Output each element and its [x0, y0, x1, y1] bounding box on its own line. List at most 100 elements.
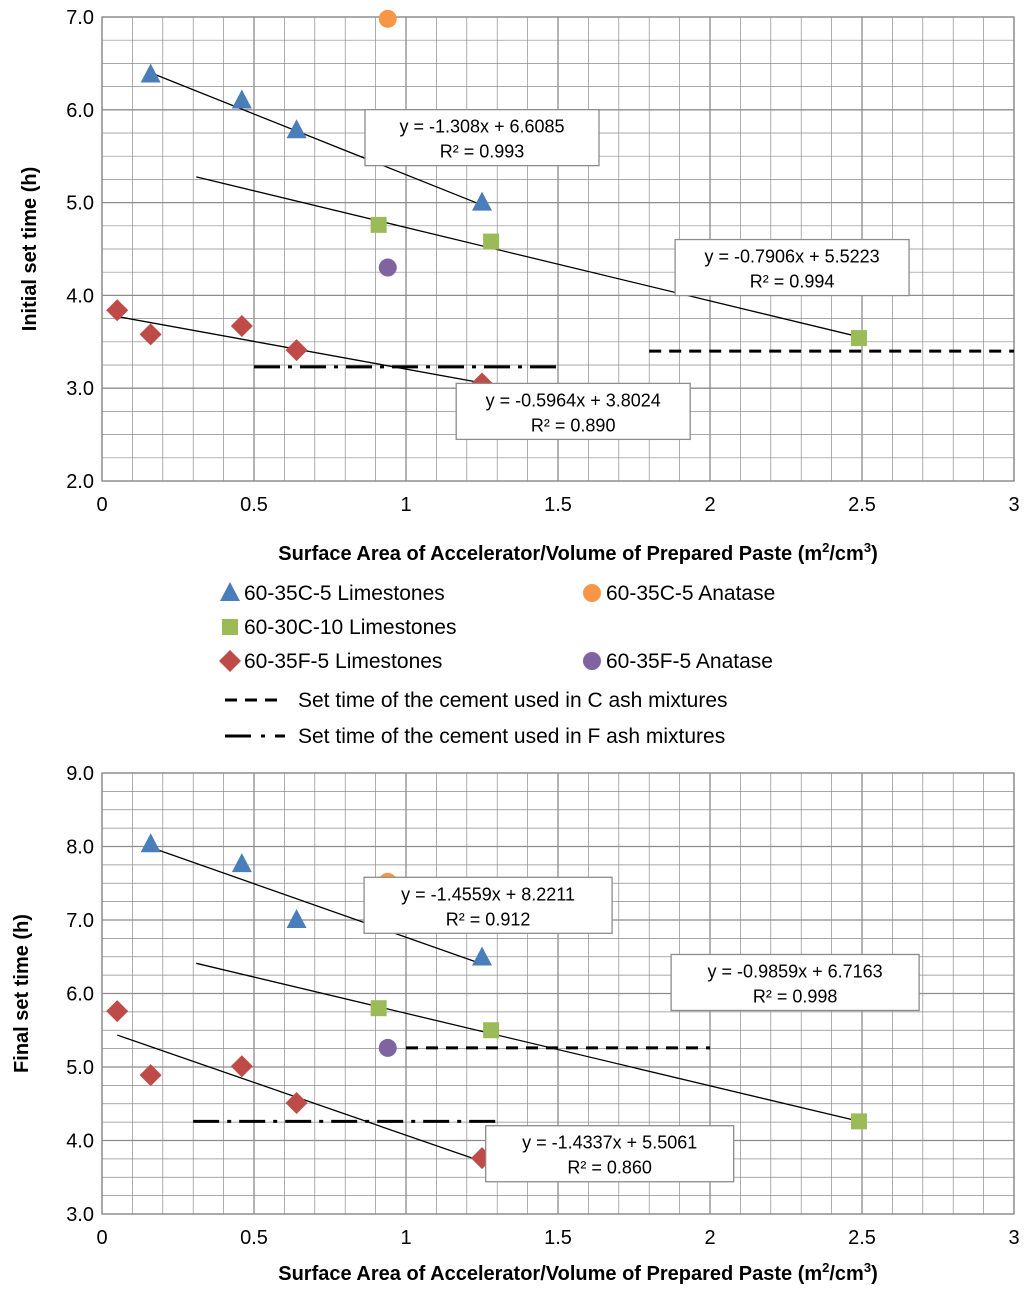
y-tick-label: 5.0 — [66, 1057, 94, 1079]
legend-label: Set time of the cement used in F ash mix… — [298, 725, 725, 748]
equation-box-frame — [363, 876, 613, 934]
x-tick-label: 2.5 — [848, 1227, 876, 1249]
data-point — [378, 1038, 397, 1057]
x-tick-label: 2 — [704, 494, 715, 516]
trendline-r2: R² = 0.890 — [531, 415, 616, 435]
trendline-equation-box: y = -0.5964x + 3.8024 R² = 0.890 — [455, 382, 691, 441]
data-point — [370, 216, 387, 233]
trendline-equation: y = -1.4337x + 5.5061 — [522, 1133, 697, 1153]
series-triangle — [140, 833, 492, 966]
trendline — [196, 176, 860, 338]
data-point — [230, 1055, 253, 1078]
x-axis-label-part: ) — [871, 543, 878, 565]
legend-marker — [222, 619, 238, 635]
y-tick-label: 3.0 — [66, 1204, 94, 1226]
equation-box-frame — [485, 1125, 735, 1183]
x-tick-label: 2.5 — [848, 494, 876, 516]
data-point — [140, 63, 161, 83]
series-circle — [378, 258, 397, 277]
legend-label: Set time of the cement used in C ash mix… — [298, 689, 728, 712]
data-point — [285, 1092, 308, 1115]
data-point — [140, 833, 161, 853]
trendline-equation: y = -0.7906x + 5.5223 — [705, 247, 880, 267]
x-tick-label: 1 — [400, 1227, 411, 1249]
legend-item: 60-30C-10 Limestones — [222, 616, 456, 639]
trendline-r2: R² = 0.993 — [440, 142, 525, 162]
data-point — [231, 89, 252, 109]
equation-box-frame — [364, 108, 600, 167]
trendline-r2: R² = 0.994 — [750, 272, 835, 292]
legend-label: 60-35F-5 Anatase — [606, 650, 773, 673]
equation-box-frame — [674, 238, 910, 297]
series-circle — [378, 9, 397, 28]
legend-label: 60-35C-5 Limestones — [244, 582, 445, 605]
y-tick-label: 7.0 — [66, 910, 94, 932]
trendline-equation-box: y = -1.4559x + 8.2211 R² = 0.912 — [363, 876, 613, 934]
data-point — [850, 1113, 867, 1130]
legend-item: Set time of the cement used in C ash mix… — [225, 689, 728, 712]
x-tick-label: 1 — [400, 494, 411, 516]
x-tick-label: 2 — [704, 1227, 715, 1249]
legend-item: 60-35F-5 Anatase — [583, 650, 773, 673]
legend-item: 60-35C-5 Anatase — [583, 582, 775, 605]
x-axis-label-part: 2 — [822, 1260, 829, 1275]
y-tick-label: 8.0 — [66, 837, 94, 859]
x-axis-label-part: /cm — [829, 1263, 863, 1285]
data-point — [230, 315, 253, 338]
initial-set-time-chart: 0 0.5 1 1.5 2 2.5 3 2.0 3.0 4.0 5.0 6.0 7.0 Surface A… — [19, 7, 1020, 565]
data-point — [139, 1064, 162, 1087]
data-point — [286, 119, 307, 139]
x-axis-label-part: 3 — [864, 1260, 871, 1275]
trendline-r2: R² = 0.912 — [446, 909, 531, 929]
legend-item: Set time of the cement used in F ash mix… — [225, 725, 725, 748]
legend-marker — [219, 650, 241, 672]
y-tick-label: 2.0 — [66, 471, 94, 493]
x-tick-label: 0.5 — [240, 494, 268, 516]
legend-marker — [583, 584, 601, 602]
x-axis-label-part: /cm — [829, 543, 863, 565]
data-point — [472, 946, 492, 966]
legend-marker — [583, 652, 601, 670]
trendline — [150, 846, 483, 965]
legend-item: 60-35F-5 Limestones — [219, 650, 442, 673]
x-tick-label: 0 — [96, 494, 107, 516]
legend-label: 60-30C-10 Limestones — [244, 616, 456, 639]
trendline — [150, 72, 483, 206]
series-square — [370, 216, 867, 347]
y-axis-label: Initial set time (h) — [19, 167, 41, 331]
y-tick-label: 4.0 — [66, 285, 94, 307]
trendline-r2: R² = 0.998 — [753, 986, 838, 1006]
data-point — [378, 9, 397, 28]
trendline-equation-box: y = -1.4337x + 5.5061 R² = 0.860 — [485, 1125, 735, 1183]
data-point — [378, 258, 397, 277]
legend-marker — [220, 582, 240, 601]
x-axis-label-part: Surface Area of Accelerator/Volume of Pr… — [278, 1263, 822, 1285]
data-point — [286, 909, 307, 928]
legend: 60-35C-5 Limestones 60-35C-5 Anatase 60-30… — [219, 582, 775, 748]
trendline-equation-box: y = -0.7906x + 5.5223 R² = 0.994 — [674, 238, 910, 297]
y-tick-label: 9.0 — [66, 763, 94, 785]
data-point — [106, 299, 129, 322]
equation-box-frame — [455, 382, 691, 441]
trendline-equation: y = -1.308x + 6.6085 — [399, 117, 564, 137]
trendline-equation-box: y = -0.9859x + 6.7163 R² = 0.998 — [670, 953, 920, 1012]
data-point — [370, 1000, 387, 1017]
x-axis-label: Surface Area of Accelerator/Volume of Pr… — [278, 1260, 878, 1285]
y-tick-label: 4.0 — [66, 1131, 94, 1153]
series-triangle — [140, 63, 492, 211]
trendline-equation: y = -0.5964x + 3.8024 — [486, 390, 661, 410]
x-tick-label: 3 — [1008, 1227, 1019, 1249]
y-tick-label: 7.0 — [66, 7, 94, 29]
y-tick-label: 3.0 — [66, 378, 94, 400]
legend-label: 60-35F-5 Limestones — [244, 650, 442, 673]
data-point — [106, 1000, 129, 1023]
trendline-equation: y = -1.4559x + 8.2211 — [401, 884, 575, 904]
x-tick-label: 0.5 — [240, 1227, 268, 1249]
equation-box-frame — [670, 953, 920, 1012]
trendline — [196, 962, 860, 1122]
data-point — [231, 853, 252, 873]
data-point — [483, 233, 500, 250]
x-tick-label: 1.5 — [544, 1227, 572, 1249]
x-axis-label: Surface Area of Accelerator/Volume of Pr… — [278, 540, 878, 565]
